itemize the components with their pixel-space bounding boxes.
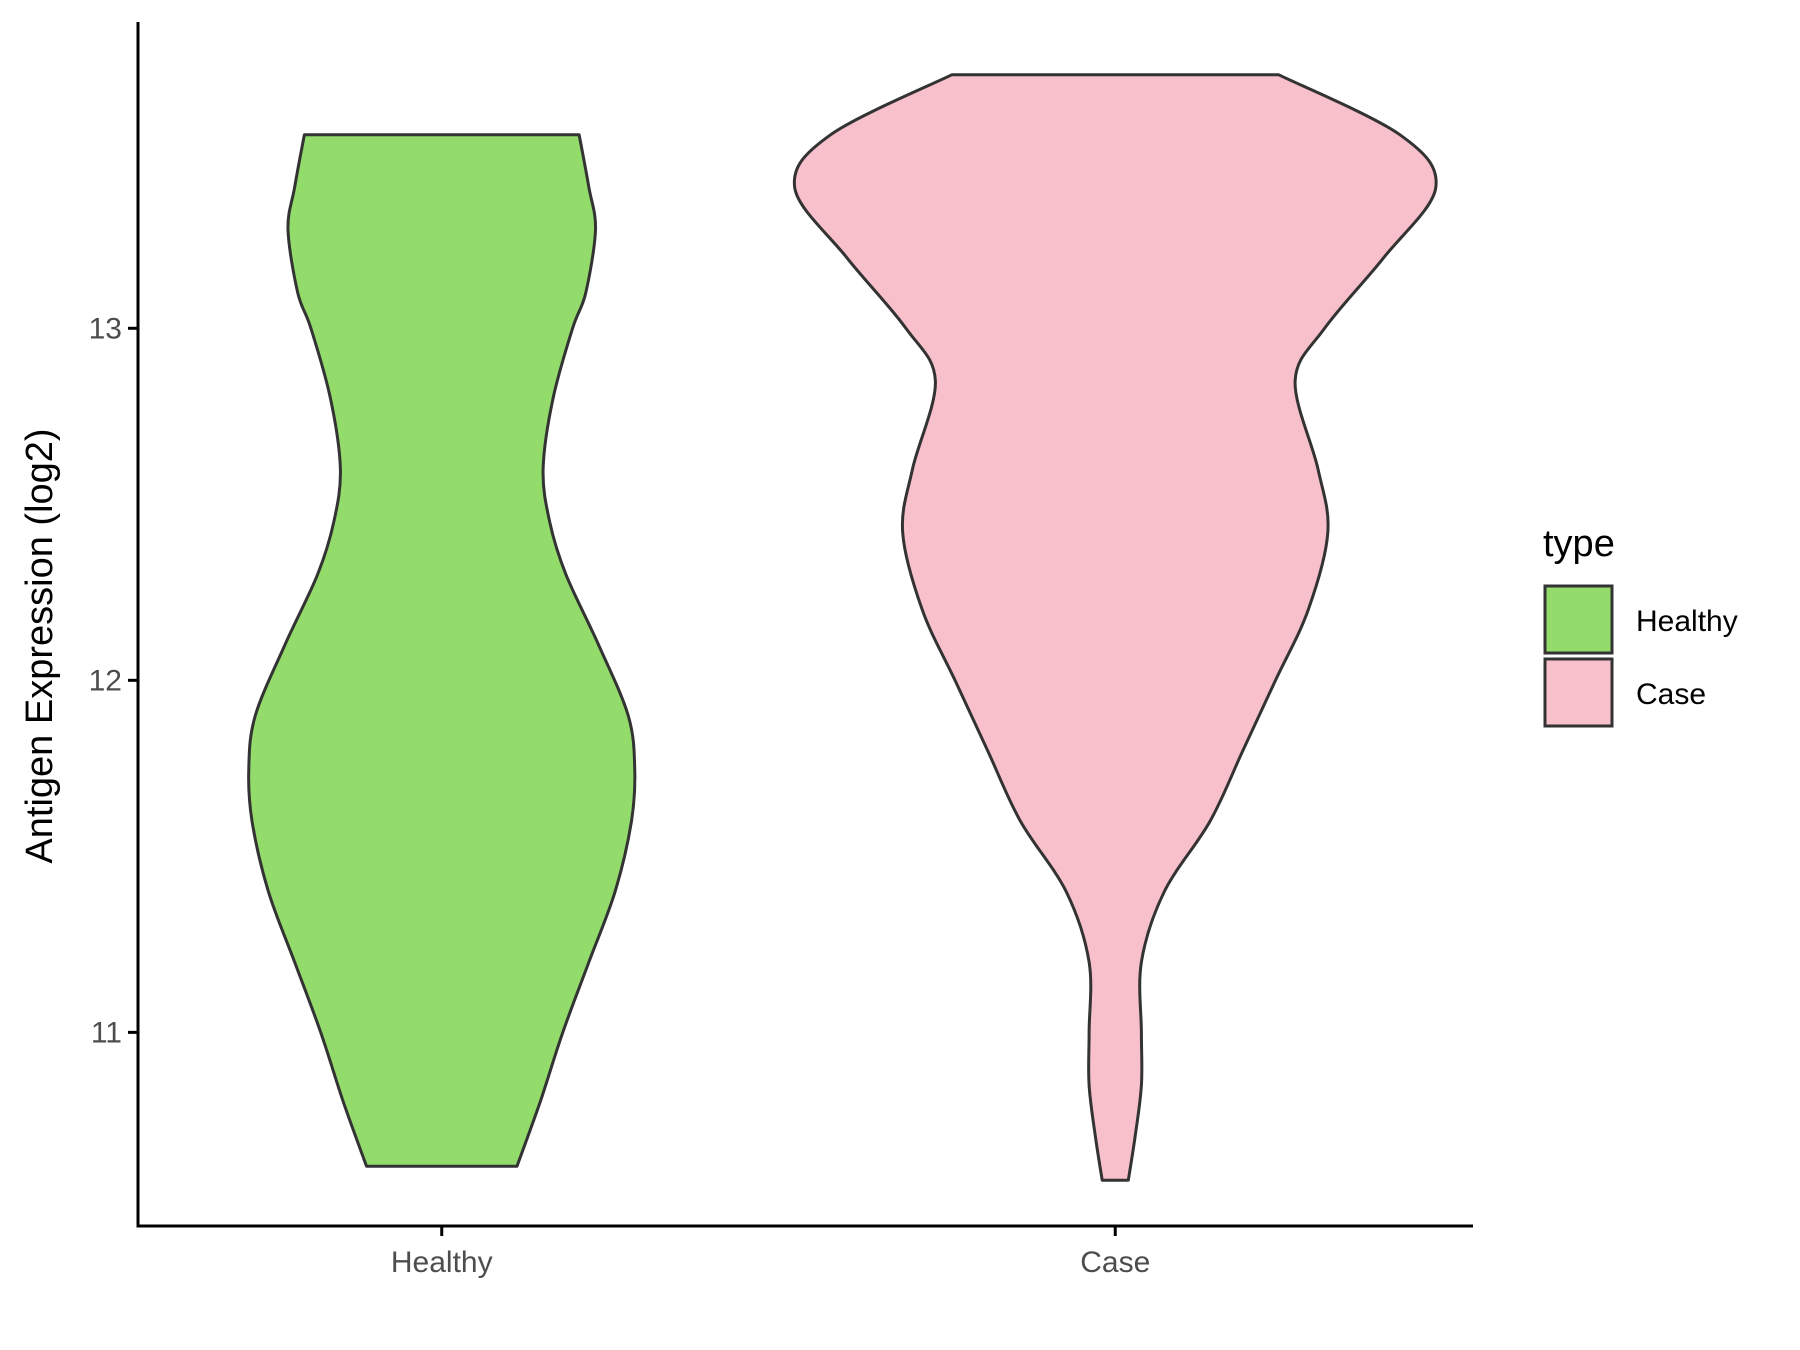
x-tick-label: Case: [1080, 1246, 1150, 1279]
violin-healthy: [247, 133, 637, 1168]
y-tick-label: 13: [89, 312, 122, 345]
legend-key-case: [1543, 657, 1614, 728]
violins-layer: [247, 73, 1438, 1182]
y-ticks: 11 12 13: [89, 312, 138, 1049]
legend-label-healthy: Healthy: [1636, 605, 1738, 638]
y-tick-label: 12: [89, 664, 122, 697]
legend-label-case: Case: [1636, 678, 1706, 711]
legend: type Healthy Case: [1543, 523, 1738, 728]
legend-title: type: [1543, 523, 1615, 565]
x-tick-label: Healthy: [391, 1246, 493, 1279]
violin-case: [792, 73, 1438, 1182]
y-axis-title: Antigen Expression (log2): [19, 428, 61, 863]
x-ticks: Healthy Case: [391, 1226, 1150, 1279]
legend-key-healthy: [1543, 584, 1614, 655]
axes-layer: [136, 22, 1473, 1228]
y-tick-label: 11: [91, 1016, 122, 1049]
